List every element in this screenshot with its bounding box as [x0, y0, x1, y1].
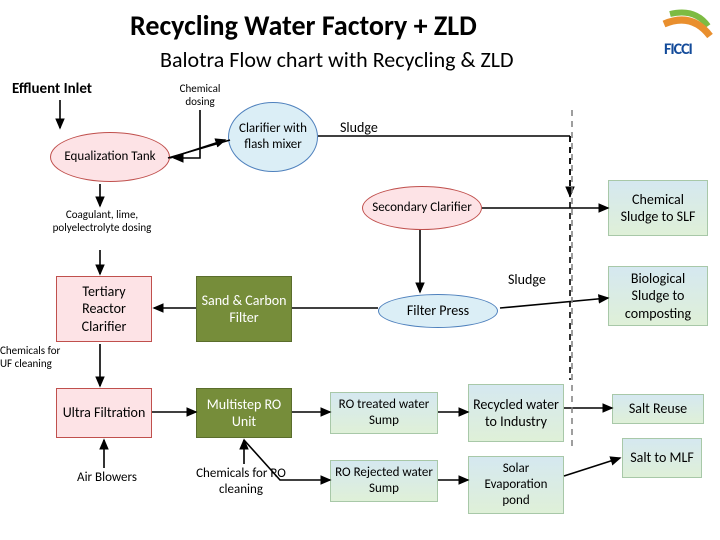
- node-bio-sludge: Biological Sludge to composting: [608, 266, 708, 326]
- ficci-logo: FICCI: [650, 6, 720, 66]
- node-multistep-ro: Multistep RO Unit: [196, 388, 292, 438]
- node-solar-evap: Solar Evaporation pond: [468, 456, 564, 514]
- node-clarifier-flash: Clarifier with flash mixer: [228, 102, 318, 172]
- label-chemicals-ro: Chemicals for RO cleaning: [186, 466, 296, 497]
- node-secondary-clarifier: Secondary Clarifier: [362, 186, 482, 230]
- node-ro-rejected: RO Rejected water Sump: [330, 460, 438, 502]
- node-ultra-filtration: Ultra Filtration: [56, 388, 152, 438]
- label-effluent-inlet: Effluent Inlet: [12, 80, 122, 98]
- label-sludge-2: Sludge: [508, 272, 546, 289]
- page-title: Recycling Water Factory + ZLD: [130, 8, 477, 43]
- node-recycled-water: Recycled water to Industry: [468, 384, 564, 442]
- node-salt-reuse: Salt Reuse: [612, 394, 704, 424]
- page-subtitle: Balotra Flow chart with Recycling & ZLD: [160, 46, 514, 73]
- node-filter-press: Filter Press: [378, 294, 498, 328]
- node-chem-sludge-slf: Chemical Sludge to SLF: [608, 180, 708, 236]
- node-equalization-tank: Equalization Tank: [50, 132, 170, 182]
- label-chemicals-uf: Chemicals for UF cleaning: [0, 344, 72, 370]
- label-chemical-dosing: Chemical dosing: [170, 82, 230, 108]
- node-tertiary: Tertiary Reactor Clarifier: [56, 276, 152, 342]
- label-sludge-1: Sludge: [340, 120, 378, 137]
- label-coagulant: Coagulant, lime, polyelectrolyte dosing: [42, 208, 162, 234]
- node-sand-carbon: Sand & Carbon Filter: [196, 276, 292, 342]
- node-ro-treated: RO treated water Sump: [330, 392, 438, 434]
- node-salt-mlf: Salt to MLF: [622, 438, 702, 478]
- label-air-blowers: Air Blowers: [62, 470, 152, 486]
